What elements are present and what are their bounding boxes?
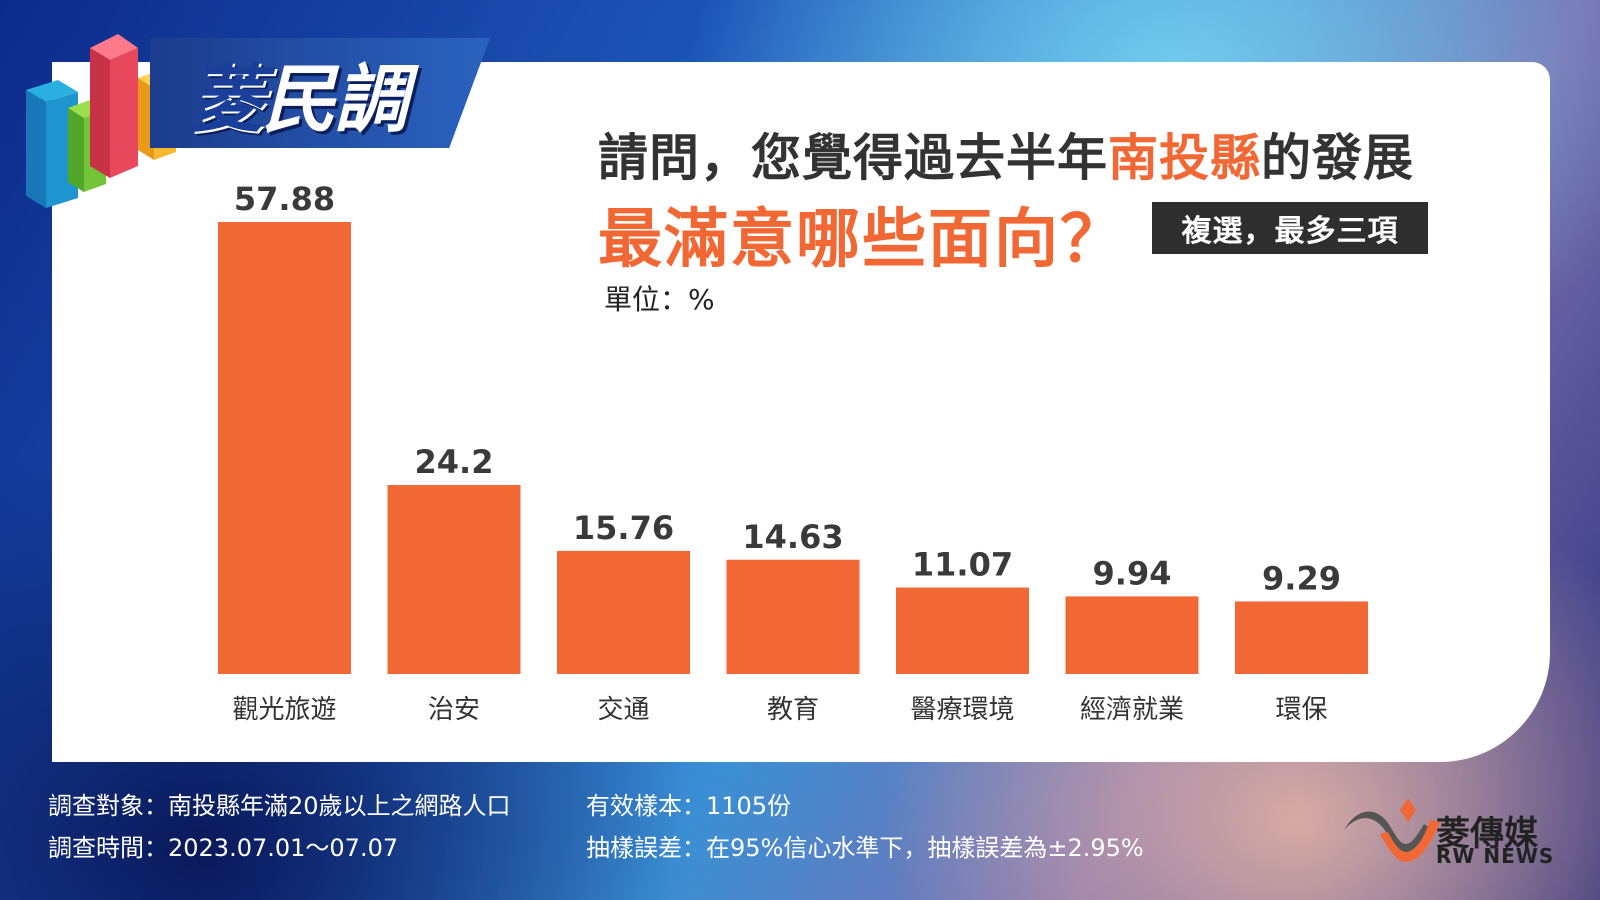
category-label-6: 環保 <box>1275 695 1327 725</box>
unit-label: 單位：% <box>604 283 715 316</box>
survey-logo <box>20 20 500 220</box>
brand-sub: RW NEWS <box>1436 844 1555 868</box>
question-suffix: 的發展 <box>1261 129 1414 187</box>
category-label-2: 交通 <box>597 695 649 725</box>
logo-title: 菱民調 <box>190 40 408 147</box>
brand-name: 菱傳媒 <box>1436 814 1538 854</box>
category-label-5: 經濟就業 <box>1080 695 1184 725</box>
value-label-4: 11.07 <box>912 546 1013 584</box>
question-line2: 最滿意哪些面向？ <box>598 203 1126 277</box>
valid-sample: 有效樣本：1105份 <box>586 792 792 820</box>
bar-5 <box>1065 596 1199 674</box>
bar-3 <box>726 559 860 674</box>
value-label-6: 9.29 <box>1262 559 1341 597</box>
value-label-0: 57.88 <box>234 180 335 218</box>
logo-title-rest: 民調 <box>262 57 408 143</box>
question-county: 南投縣 <box>1108 129 1261 187</box>
sampling-error: 抽樣誤差：在95%信心水準下，抽樣誤差為±2.95% <box>586 834 1144 862</box>
question-prefix: 請問，您覺得過去半年 <box>598 129 1108 187</box>
value-label-5: 9.94 <box>1093 554 1172 592</box>
survey-target: 調查對象：南投縣年滿20歲以上之網路人口 <box>48 792 511 820</box>
logo-title-first: 菱 <box>190 57 264 143</box>
logo-banner <box>150 38 490 148</box>
category-label-3: 教育 <box>767 695 819 725</box>
category-label-4: 醫療環境 <box>910 695 1014 725</box>
value-label-3: 14.63 <box>742 518 843 556</box>
bar-6 <box>1235 601 1368 674</box>
multi-select-note: 複選，最多三項 <box>1152 202 1428 254</box>
value-label-1: 24.2 <box>415 443 494 481</box>
bar-4 <box>896 587 1029 674</box>
question-line1: 請問，您覺得過去半年南投縣的發展 <box>598 118 1414 190</box>
bar-blocks-logo-icon <box>26 34 176 208</box>
value-label-2: 15.76 <box>573 509 674 547</box>
category-label-1: 治安 <box>428 695 480 725</box>
bar-0 <box>218 222 351 674</box>
rw-news-logo-icon <box>1344 798 1440 862</box>
bar-2 <box>557 550 690 674</box>
survey-time: 調查時間：2023.07.01～07.07 <box>48 834 399 862</box>
bar-1 <box>387 485 521 674</box>
category-label-0: 觀光旅遊 <box>232 695 336 725</box>
